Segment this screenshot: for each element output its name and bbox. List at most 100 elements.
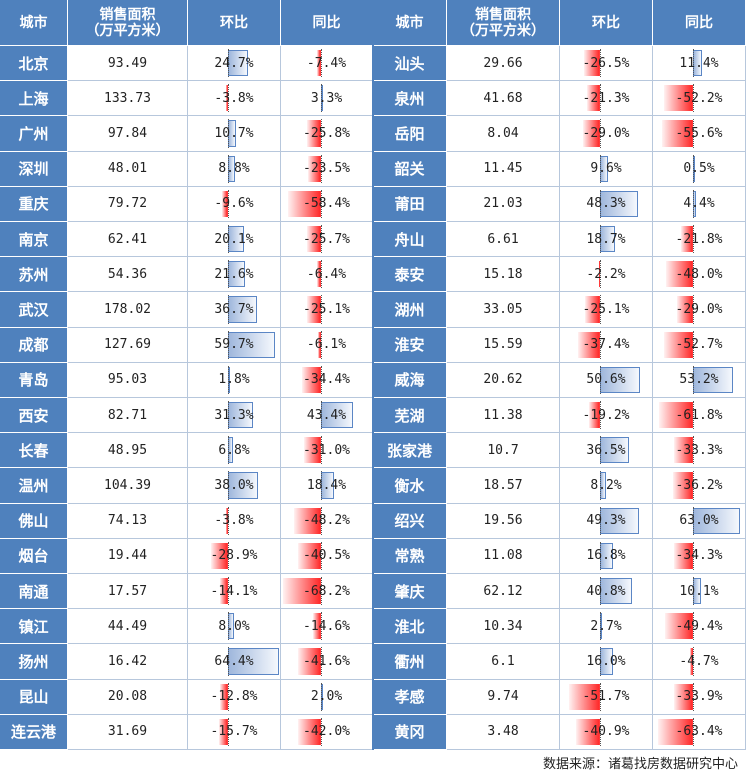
yoy-bar xyxy=(666,261,693,288)
yoy-bar-cell: -25.1% xyxy=(281,292,373,328)
mom-value-label: -9.6% xyxy=(214,196,254,212)
zero-axis-line xyxy=(321,506,322,535)
mom-bar xyxy=(218,718,228,745)
mom-value-label: -2.2% xyxy=(586,266,626,282)
yoy-bar-cell: -48.2% xyxy=(281,503,373,539)
zero-axis-line xyxy=(321,365,322,394)
mom-value-label: 49.3% xyxy=(586,513,626,529)
mom-bar xyxy=(225,507,228,534)
mom-value-label: -25.1% xyxy=(582,301,630,317)
yoy-value-label: -55.6% xyxy=(675,125,723,141)
yoy-value-label: -6.1% xyxy=(306,337,347,353)
yoy-bar-cell: 53.2% xyxy=(653,362,746,398)
sales-area-value: 133.73 xyxy=(68,81,188,117)
mom-bar-cell: -19.2% xyxy=(560,398,653,434)
sales-area-value: 178.02 xyxy=(68,292,188,328)
header-label: 环比 xyxy=(592,14,620,31)
mom-bar-cell: 2.7% xyxy=(560,609,653,645)
yoy-value-label: -29.0% xyxy=(675,301,723,317)
mom-bar-cell: 10.7% xyxy=(188,116,281,152)
zero-axis-line xyxy=(321,717,322,746)
city-label: 常熟 xyxy=(373,538,447,574)
sales-area-value: 6.1 xyxy=(447,644,560,680)
mom-value-label: 8.0% xyxy=(218,618,250,634)
zero-axis-line xyxy=(693,365,694,394)
sales-area-value: 16.42 xyxy=(68,644,188,680)
mom-bar xyxy=(582,120,600,147)
zero-axis-line xyxy=(600,154,601,183)
mom-bar-cell: 50.6% xyxy=(560,362,653,398)
city-label: 成都 xyxy=(0,327,68,363)
header-label: 销售面积 （万平方米） xyxy=(85,6,170,39)
sales-area-value: 10.7 xyxy=(447,433,560,469)
header-label: 同比 xyxy=(685,14,713,31)
city-label: 肇庆 xyxy=(373,574,447,610)
city-label: 湖州 xyxy=(373,292,447,328)
mom-bar-cell: 8.2% xyxy=(560,468,653,504)
zero-axis-line xyxy=(693,401,694,430)
mom-bar xyxy=(585,296,600,323)
header-label: 销售面积 （万平方米） xyxy=(461,6,545,39)
left-header-area: 销售面积 （万平方米） xyxy=(68,0,188,46)
sales-table: 城市 销售面积 （万平方米） 环比 同比 北京 93.49 24.7% -7.4% 上海 133.… xyxy=(0,0,746,750)
yoy-value-label: 63.0% xyxy=(679,513,719,529)
yoy-value-label: -33.3% xyxy=(675,442,723,458)
yoy-bar xyxy=(317,331,321,358)
yoy-bar xyxy=(676,296,693,323)
city-label: 苏州 xyxy=(0,257,68,293)
city-label: 孝感 xyxy=(373,679,447,715)
zero-axis-line xyxy=(228,225,229,254)
yoy-bar-cell: -58.4% xyxy=(281,186,373,222)
yoy-value-label: -48.0% xyxy=(675,266,723,282)
zero-axis-line xyxy=(228,84,229,113)
yoy-value-label: -63.4% xyxy=(675,724,723,740)
header-label: 同比 xyxy=(312,14,341,31)
yoy-bar xyxy=(673,542,693,569)
zero-axis-line xyxy=(228,401,229,430)
yoy-bar xyxy=(663,331,693,358)
sales-area-value: 15.59 xyxy=(447,327,560,363)
mom-bar-cell: 8.0% xyxy=(188,609,281,645)
yoy-bar xyxy=(321,402,353,429)
zero-axis-line xyxy=(600,295,601,324)
mom-bar-cell: 24.7% xyxy=(188,46,281,82)
zero-axis-line xyxy=(321,49,322,78)
yoy-bar-cell: 4.4% xyxy=(653,186,746,222)
mom-bar-cell: 21.6% xyxy=(188,257,281,293)
sales-area-value: 20.08 xyxy=(68,679,188,715)
mom-value-label: -29.0% xyxy=(582,125,630,141)
mom-bar xyxy=(575,718,600,745)
yoy-bar-cell: -6.1% xyxy=(281,327,373,363)
mom-bar-cell: 36.5% xyxy=(560,433,653,469)
sales-area-value: 11.45 xyxy=(447,151,560,187)
mom-bar-cell: 31.3% xyxy=(188,398,281,434)
sales-area-value: 62.12 xyxy=(447,574,560,610)
zero-axis-line xyxy=(600,401,601,430)
mom-bar-cell: -15.7% xyxy=(188,714,281,750)
yoy-bar-cell: 63.0% xyxy=(653,503,746,539)
city-label: 深圳 xyxy=(0,151,68,187)
yoy-bar-cell: -33.9% xyxy=(653,679,746,715)
yoy-bar-cell: -7.4% xyxy=(281,46,373,82)
mom-bar-cell: 6.8% xyxy=(188,433,281,469)
mom-value-label: -26.5% xyxy=(582,55,630,71)
zero-axis-line xyxy=(693,541,694,570)
yoy-bar xyxy=(301,366,321,393)
mom-bar xyxy=(587,85,600,112)
mom-value-label: 50.6% xyxy=(586,372,626,388)
mom-bar xyxy=(600,366,641,393)
yoy-value-label: -52.2% xyxy=(675,90,723,106)
sales-area-value: 95.03 xyxy=(68,362,188,398)
right-header-yoy: 同比 xyxy=(653,0,746,46)
yoy-bar xyxy=(312,613,321,640)
mom-value-label: -37.4% xyxy=(582,337,630,353)
yoy-value-label: -40.5% xyxy=(303,548,350,564)
city-label: 武汉 xyxy=(0,292,68,328)
zero-axis-line xyxy=(693,260,694,289)
yoy-value-label: -14.6% xyxy=(303,618,350,634)
city-label: 烟台 xyxy=(0,538,68,574)
yoy-bar xyxy=(665,613,693,640)
right-header-area: 销售面积 （万平方米） xyxy=(447,0,560,46)
mom-bar-cell: 18.7% xyxy=(560,222,653,258)
yoy-value-label: 2.0% xyxy=(310,689,343,705)
